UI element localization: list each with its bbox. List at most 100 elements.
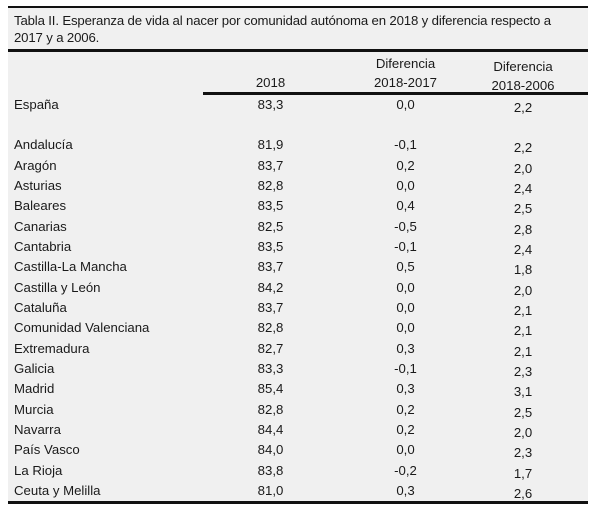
value-2018: 82,8: [257, 401, 284, 417]
diff-2006: 2,2: [513, 140, 533, 156]
title-underline-rule: [8, 49, 588, 52]
table-row: Navarra 84,4 0,2 2,0: [8, 420, 588, 440]
table-row: Cantabria 83,5 -0,1 2,4: [8, 237, 588, 257]
region-name: Galicia: [14, 360, 55, 376]
diff-2017: 0,0: [396, 320, 415, 336]
table-header: Diferencia Diferencia 2018 2018-2017 201…: [8, 52, 588, 95]
diff-2017: 0,3: [396, 381, 415, 397]
diff-2017: 0,3: [396, 483, 415, 499]
region-name: Cantabria: [14, 238, 72, 254]
table-row: Castilla-La Mancha 83,7 0,5 1,8: [8, 257, 588, 277]
value-2018: 83,7: [257, 299, 284, 315]
table-row: Aragón 83,7 0,2 2,0: [8, 156, 588, 176]
table-row: Andalucía 81,9 -0,1 2,2: [8, 135, 588, 155]
diff-2017: -0,1: [394, 238, 417, 254]
value-2018: 82,5: [257, 218, 284, 234]
region-name: Castilla y León: [14, 279, 101, 295]
table-row: Cataluña 83,7 0,0 2,1: [8, 298, 588, 318]
diff-2006: 2,1: [513, 302, 533, 318]
value-2018: 84,2: [257, 279, 284, 295]
region-name: Aragón: [14, 157, 57, 173]
diff-2006: 2,0: [513, 282, 533, 298]
table-body: España 83,3 0,0 2,2 Andalucía 81,9 -0,1 …: [8, 95, 588, 502]
diff-2017: 0,0: [396, 279, 415, 295]
header-diferencia-2017-line1: Diferencia: [375, 56, 436, 71]
table-row: Asturias 82,8 0,0 2,4: [8, 176, 588, 196]
table-row: Castilla y León 84,2 0,0 2,0: [8, 278, 588, 298]
region-name: Baleares: [14, 198, 67, 214]
diff-2006: 2,4: [513, 241, 533, 257]
diff-2017: 0,5: [396, 259, 415, 275]
table-row: La Rioja 83,8 -0,2 1,7: [8, 461, 588, 481]
table-row: Ceuta y Melilla 81,0 0,3 2,6: [8, 481, 588, 501]
table-row: País Vasco 84,0 0,0 2,3: [8, 440, 588, 460]
diff-2017: -0,1: [394, 360, 417, 376]
region-name: Castilla-La Mancha: [14, 259, 127, 275]
diff-2017: 0,0: [396, 96, 415, 112]
header-diferencia-2006-line1: Diferencia: [493, 59, 553, 74]
diff-2017: -0,2: [394, 462, 417, 478]
header-2018-blank: [203, 54, 338, 73]
table-row: Extremadura 82,7 0,3 2,1: [8, 339, 588, 359]
value-2018: 83,3: [257, 96, 284, 112]
value-2018: 81,9: [257, 137, 284, 153]
region-name: País Vasco: [14, 442, 80, 458]
value-2018: 84,0: [257, 442, 284, 458]
region-name: Ceuta y Melilla: [14, 483, 101, 499]
diff-2017: 0,3: [396, 340, 415, 356]
region-name: La Rioja: [14, 462, 63, 478]
diff-2006: 2,1: [513, 323, 533, 339]
header-underline: [203, 92, 588, 95]
diff-2017: 0,0: [396, 177, 415, 193]
header-region-label: [8, 73, 203, 92]
diff-2017: 0,0: [396, 442, 415, 458]
value-2018: 83,3: [257, 360, 284, 376]
region-name: Navarra: [14, 422, 61, 437]
region-name: Andalucía: [14, 137, 73, 153]
table-row: Murcia 82,8 0,2 2,5: [8, 400, 588, 420]
value-2018: 83,7: [257, 157, 284, 173]
diff-2006: 1,7: [513, 465, 533, 481]
diff-2017: -0,5: [394, 218, 417, 234]
diff-2006: 2,4: [513, 180, 533, 196]
region-name: Cataluña: [14, 299, 67, 315]
region-name: Comunidad Valenciana: [14, 320, 150, 336]
diff-2017: 0,2: [396, 422, 415, 437]
value-2018: 84,4: [257, 422, 284, 437]
header-year-2018: 2018: [255, 75, 286, 90]
diff-2006: 2,5: [513, 201, 533, 217]
table-row: Comunidad Valenciana 82,8 0,0 2,1: [8, 318, 588, 338]
value-2018: 83,8: [257, 462, 284, 478]
header-row-top: Diferencia Diferencia: [8, 54, 588, 74]
value-2018: 82,8: [257, 320, 284, 336]
region-name: Canarias: [14, 218, 67, 234]
value-2018: 82,7: [257, 340, 284, 356]
diff-2006: 2,5: [513, 404, 533, 420]
table-row: Madrid 85,4 0,3 3,1: [8, 379, 588, 399]
value-2018: 82,8: [257, 177, 284, 193]
diff-2006: 2,3: [513, 363, 533, 379]
value-2018: 81,0: [257, 483, 284, 499]
blank-separator-row: [8, 115, 588, 135]
diff-2006: 2,0: [513, 425, 533, 440]
table-row: Baleares 83,5 0,4 2,5: [8, 196, 588, 216]
value-2018: 85,4: [257, 381, 284, 397]
diff-2006: 2,1: [513, 343, 533, 359]
diff-2006: 2,3: [513, 445, 533, 461]
diff-2006: 2,2: [513, 99, 533, 115]
header-diferencia-2017-line2: 2018-2017: [373, 75, 438, 90]
value-2018: 83,5: [257, 198, 284, 214]
region-name: España: [14, 96, 59, 112]
region-name: Murcia: [14, 401, 54, 417]
diff-2017: 0,2: [396, 401, 415, 417]
table-row-national: España 83,3 0,0 2,2: [8, 95, 588, 115]
table-title: Tabla II. Esperanza de vida al nacer por…: [14, 13, 551, 45]
diff-2006: 1,8: [513, 262, 533, 278]
diff-2017: 0,0: [396, 299, 415, 315]
header-diferencia-2006-line2: 2018-2006: [491, 78, 555, 93]
diff-2006: 2,6: [513, 486, 533, 502]
diff-2006: 2,0: [513, 160, 533, 176]
table-row: Canarias 82,5 -0,5 2,8: [8, 217, 588, 237]
header-row-bottom: 2018 2018-2017 2018-2006: [8, 73, 588, 93]
